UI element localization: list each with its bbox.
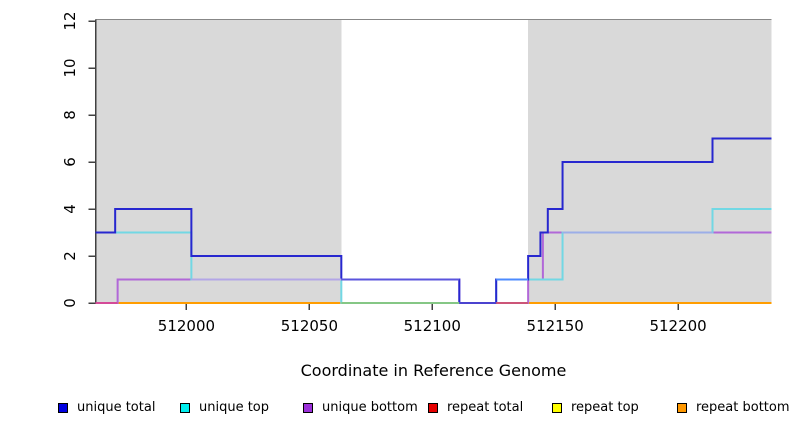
x-tick-label: 512200 — [649, 317, 707, 335]
x-tick-label: 512000 — [157, 317, 216, 335]
legend-label-repeat-top: repeat top — [571, 400, 639, 415]
x-tick-label: 512150 — [526, 317, 584, 335]
y-tick-label: 12 — [61, 11, 79, 31]
legend-item-repeat-bottom: repeat bottom — [677, 400, 790, 416]
legend-swatch-unique-bottom — [303, 403, 313, 413]
legend-swatch-repeat-top — [552, 403, 562, 413]
y-tick-label: 2 — [61, 251, 79, 261]
legend-label-unique-top: unique top — [199, 400, 270, 415]
legend-item-unique-bottom: unique bottom — [303, 400, 418, 416]
legend-label-repeat-total: repeat total — [447, 400, 524, 415]
y-tick-label: 6 — [61, 157, 79, 167]
legend-label-unique-bottom: unique bottom — [322, 400, 418, 415]
y-tick-label: 4 — [61, 204, 79, 214]
y-tick-label: 8 — [61, 110, 79, 120]
legend-label-repeat-bottom: repeat bottom — [696, 400, 790, 415]
y-tick-label: 0 — [61, 298, 79, 308]
legend-label-unique-total: unique total — [77, 400, 156, 415]
x-tick-label: 512050 — [280, 317, 338, 335]
legend-swatch-repeat-total — [428, 403, 438, 413]
repeat-region-left — [95, 19, 342, 303]
legend-swatch-repeat-bottom — [677, 403, 687, 413]
legend-swatch-unique-total — [58, 403, 68, 413]
legend-swatch-unique-top — [180, 403, 190, 413]
legend-item-repeat-total: repeat total — [428, 400, 523, 416]
y-tick-label: 10 — [61, 58, 79, 78]
legend-item-unique-top: unique top — [180, 400, 269, 416]
x-tick-label: 512100 — [403, 317, 461, 335]
legend-item-repeat-top: repeat top — [552, 400, 639, 416]
x-axis-title: Coordinate in Reference Genome — [300, 361, 567, 380]
legend-item-unique-total: unique total — [58, 400, 155, 416]
